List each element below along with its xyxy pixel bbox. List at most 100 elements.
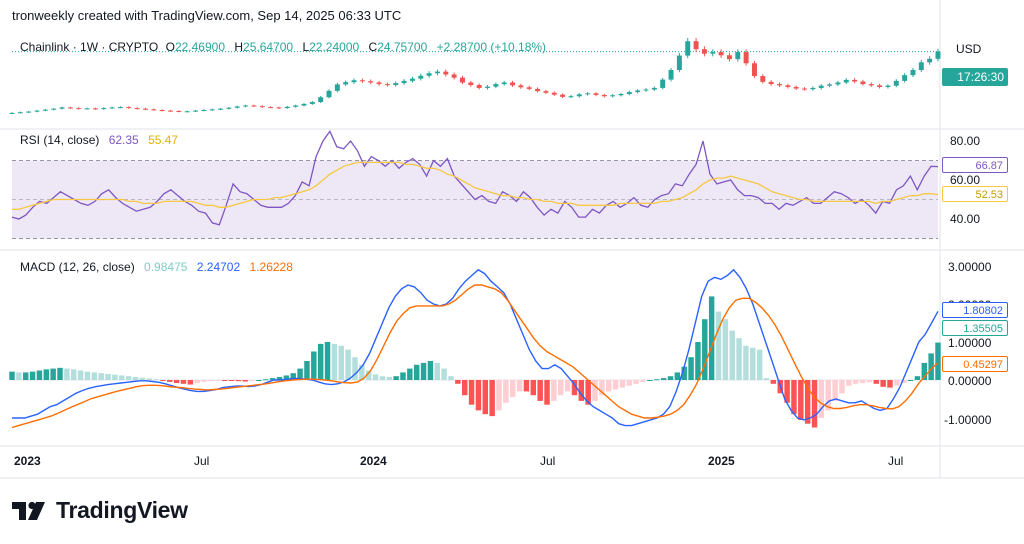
macd-histogram-bar — [599, 380, 605, 396]
macd-title[interactable]: MACD (12, 26, close) — [20, 260, 135, 274]
price-candle — [234, 106, 240, 108]
macd-histogram-bar — [839, 380, 845, 394]
macd-histogram-bar — [338, 345, 344, 380]
price-candle — [101, 108, 107, 110]
price-candle — [701, 49, 707, 54]
price-candle — [42, 109, 48, 111]
price-candle — [117, 107, 123, 109]
price-candle — [802, 88, 808, 90]
macd-histogram-bar — [201, 380, 207, 382]
price-candle — [309, 102, 315, 104]
macd-histogram-bar — [756, 349, 763, 380]
macd-histogram-bar — [887, 380, 893, 388]
macd-histogram-bar — [112, 374, 118, 380]
high-value: 25.64700 — [243, 40, 294, 54]
macd-histogram-bar — [852, 380, 859, 384]
price-candle — [409, 78, 415, 81]
macd-histogram-bar — [180, 380, 187, 384]
price-candle — [668, 70, 674, 80]
rsi-value-tag: 66.87 — [942, 157, 1008, 173]
price-candle — [585, 93, 591, 95]
low-key: L — [302, 40, 310, 54]
price-candle — [493, 84, 499, 87]
macd-histogram-bar — [242, 380, 248, 382]
price-candle — [868, 84, 874, 86]
tradingview-logo[interactable]: TradingView — [12, 497, 188, 524]
price-candle — [676, 55, 682, 70]
chart-canvas[interactable] — [0, 0, 1024, 480]
macd-histogram-bar — [928, 353, 934, 380]
macd-histogram-bar — [702, 319, 708, 380]
price-candle — [259, 106, 265, 108]
macd-histogram-bar — [173, 380, 180, 384]
macd-histogram-bar — [489, 380, 495, 417]
macd-signal-line — [11, 284, 939, 429]
macd-histogram-bar — [585, 380, 591, 405]
macd-histogram-bar — [125, 376, 132, 380]
symbol-label[interactable]: Chainlink · 1W · CRYPTO — [20, 40, 159, 54]
macd-histogram-bar — [235, 380, 242, 382]
rsi-tick-40: 40.00 — [950, 212, 981, 226]
macd-histogram-bar — [592, 380, 598, 401]
price-candle — [218, 108, 224, 110]
macd-histogram-bar — [249, 380, 255, 381]
price-candle — [184, 111, 190, 113]
macd-histogram-bar — [660, 378, 667, 380]
macd-histogram-bar — [736, 338, 742, 380]
macd-histogram-bar — [91, 372, 98, 380]
macd-histogram-bar — [935, 342, 941, 380]
macd-histogram-bar — [880, 380, 886, 387]
macd-histogram-bar — [420, 362, 427, 380]
price-candle — [526, 87, 532, 89]
macd-histogram-bar — [393, 376, 399, 380]
rsi-title[interactable]: RSI (14, close) — [20, 133, 100, 147]
price-candle — [777, 84, 782, 86]
macd-histogram-bar — [153, 379, 159, 381]
open-value: 22.46900 — [174, 40, 226, 54]
macd-histogram-bar — [784, 380, 790, 403]
macd-histogram-bar — [804, 380, 811, 424]
currency-label[interactable]: USD — [956, 42, 982, 56]
macd-value-tag: 1.80802 — [942, 302, 1008, 318]
price-candle — [92, 108, 98, 110]
macd-histogram-bar — [448, 376, 454, 380]
macd-histogram-bar — [695, 342, 701, 380]
time-label-2023: 2023 — [14, 454, 41, 468]
price-candle — [443, 71, 449, 75]
macd-histogram-bar — [544, 380, 550, 405]
price-candle — [293, 105, 299, 107]
macd-histogram-bar — [564, 380, 571, 392]
macd-histogram-bar — [729, 330, 735, 380]
macd-histogram-bar — [571, 380, 578, 396]
price-candle — [893, 80, 899, 86]
price-candle — [209, 109, 215, 111]
price-candle — [593, 93, 599, 95]
price-candle — [426, 73, 432, 76]
brand-name: TradingView — [56, 497, 188, 523]
macd-histogram-bar — [139, 377, 146, 380]
macd-histogram-bar — [187, 380, 194, 385]
price-candle — [67, 107, 73, 109]
macd-histogram-bar — [791, 380, 797, 415]
macd-histogram-bar — [9, 371, 15, 380]
price-candle — [718, 52, 724, 56]
price-candle — [251, 105, 257, 107]
macd-histogram-bar — [359, 364, 365, 380]
macd-histogram-bar — [77, 370, 84, 380]
price-candle — [501, 82, 507, 85]
price-candle — [576, 94, 582, 97]
macd-line — [12, 268, 939, 427]
macd-histogram-bar — [283, 375, 290, 380]
macd-histogram-bar — [900, 380, 907, 384]
price-candle — [351, 80, 357, 83]
countdown-tag: 17:26:30 — [942, 68, 1008, 86]
macd-signal-value: 1.26228 — [249, 260, 293, 274]
rsi-line — [11, 129, 939, 226]
macd-histogram-bar — [667, 376, 674, 380]
macd-histogram-bar — [365, 370, 372, 380]
macd-histogram-bar — [558, 380, 564, 396]
macd-hist-tag: 1.35505 — [942, 320, 1008, 336]
price-candle — [376, 82, 382, 85]
macd-histogram-bar — [304, 361, 310, 380]
price-candle — [476, 85, 482, 88]
